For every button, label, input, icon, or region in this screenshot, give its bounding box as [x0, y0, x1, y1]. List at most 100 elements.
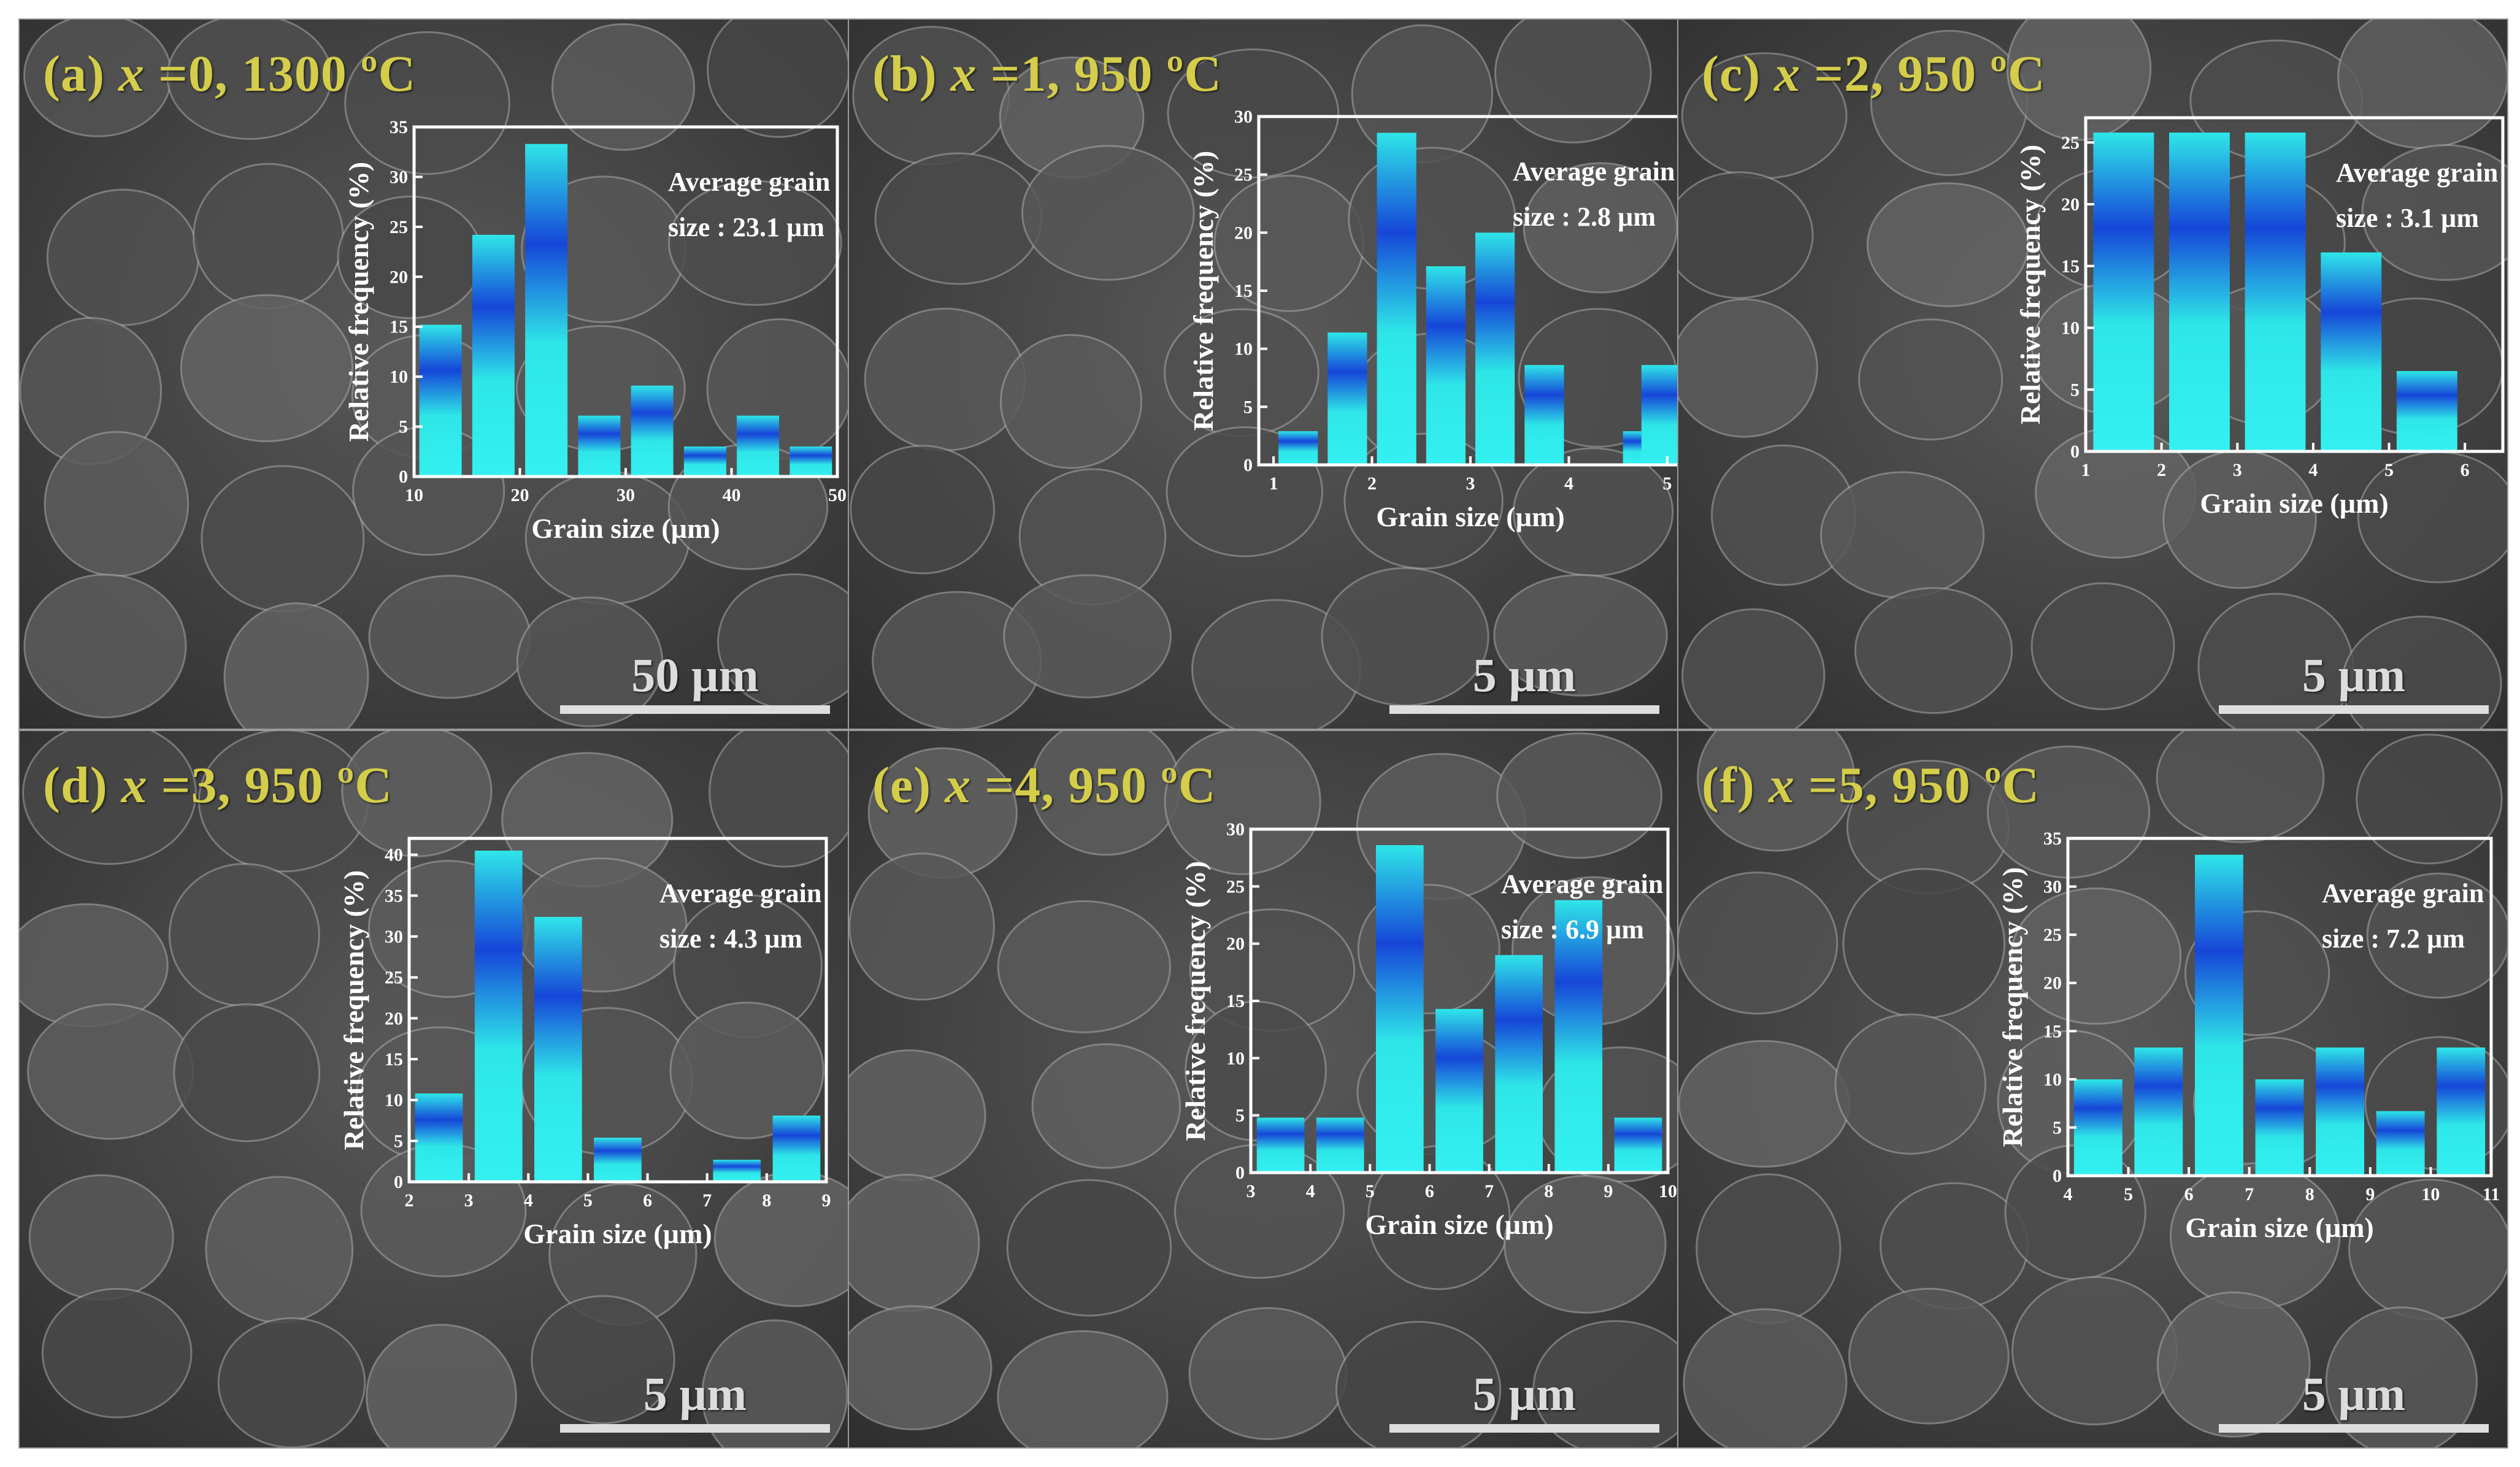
scale-bar: 5 µm [560, 1370, 830, 1433]
y-tick-label: 10 [1234, 339, 1253, 359]
bar-3 [2245, 132, 2306, 451]
x-tick-label: 50 [828, 485, 847, 505]
bar-8 [789, 446, 832, 477]
x-tick-label: 4 [2308, 460, 2318, 480]
y-tick-label: 25 [2061, 132, 2080, 153]
x-tick-label: 8 [1544, 1181, 1553, 1201]
y-tick-label: 5 [399, 417, 408, 437]
bar-1 [415, 1094, 463, 1182]
bar-6 [1524, 365, 1564, 465]
bar-5 [1475, 232, 1515, 465]
scale-bar-label: 50 µm [631, 648, 759, 702]
scale-bar: 5 µm [1389, 651, 1659, 714]
panel-label-prefix: (d) [43, 757, 121, 814]
grain-texture [850, 20, 1678, 729]
bar-7 [1614, 1117, 1662, 1173]
bar-4 [1426, 266, 1466, 465]
x-tick-label: 10 [1659, 1181, 1677, 1201]
scale-bar-label: 5 µm [1472, 1367, 1577, 1420]
y-tick-label: 25 [385, 968, 403, 988]
y-tick-label: 40 [385, 845, 403, 865]
y-tick-label: 20 [2043, 973, 2062, 994]
y-axis-label: Relative frequency (%) [338, 870, 369, 1150]
plot-frame [2066, 837, 2493, 1178]
x-tick-label: 5 [2384, 460, 2394, 480]
scale-bar-line [2219, 1424, 2489, 1433]
panel-label-condition: =3, 950 ºC [147, 757, 393, 814]
panel-label-condition: =1, 950 ºC [977, 45, 1222, 102]
average-grain-annotation: Average grain [668, 167, 830, 197]
bar-2 [1316, 1117, 1364, 1173]
bar-3 [1377, 132, 1416, 465]
average-grain-annotation: size : 7.2 µm [2322, 924, 2465, 954]
x-tick-label: 5 [1366, 1181, 1375, 1201]
scale-bar-line [2219, 705, 2489, 714]
x-tick-label: 10 [2421, 1184, 2440, 1205]
x-tick-label: 8 [762, 1190, 771, 1211]
panel-label-prefix: (c) [1702, 45, 1775, 102]
x-tick-label: 3 [1466, 473, 1475, 494]
scale-bar: 5 µm [2219, 1370, 2489, 1433]
y-tick-label: 25 [1234, 165, 1253, 185]
y-axis-label: Relative frequency (%) [2015, 145, 2046, 424]
x-axis-label: Grain size (µm) [1365, 1209, 1554, 1240]
bar-3 [525, 144, 568, 477]
bar-2 [2134, 1048, 2183, 1176]
x-tick-label: 5 [2124, 1184, 2133, 1205]
x-tick-label: 1 [1269, 473, 1278, 494]
x-tick-label: 2 [2157, 460, 2166, 480]
x-tick-label: 4 [1564, 473, 1573, 494]
y-tick-label: 30 [1226, 819, 1245, 840]
scale-bar: 5 µm [1389, 1370, 1659, 1433]
panel-label-condition: =2, 950 ºC [1800, 45, 2046, 102]
bar-6 [2376, 1111, 2425, 1176]
y-tick-label: 10 [390, 367, 408, 387]
bar-2 [2169, 132, 2230, 451]
scale-bar-line [1389, 705, 1659, 714]
y-tick-label: 0 [2070, 442, 2080, 462]
scale-bar-line [1389, 1424, 1659, 1433]
x-axis-label: Grain size (µm) [2185, 1212, 2374, 1243]
y-tick-label: 15 [2061, 256, 2080, 277]
panel-b: (b) x =1, 950 ºC 5 µm 0 5 10 15 20 25 30 1 2 3 4 5 Gra… [848, 18, 1679, 730]
x-tick-label: 6 [1425, 1181, 1434, 1201]
panel-label: (c) x =2, 950 ºC [1702, 44, 2046, 104]
y-tick-label: 0 [2053, 1166, 2062, 1186]
y-tick-label: 30 [1234, 107, 1253, 127]
y-axis-label: Relative frequency (%) [1997, 867, 2028, 1147]
sem-micrograph [20, 731, 848, 1447]
y-tick-label: 5 [1243, 397, 1253, 417]
bar-8 [1641, 365, 1678, 465]
y-tick-label: 20 [1226, 934, 1245, 954]
bar-5 [2396, 371, 2457, 451]
plot-frame [2084, 116, 2505, 453]
bar-3 [1376, 845, 1424, 1173]
panel-label-variable: x [945, 757, 972, 814]
x-axis-label: Grain size (µm) [1376, 501, 1565, 532]
x-tick-label: 4 [524, 1190, 533, 1211]
y-tick-label: 10 [385, 1090, 403, 1111]
grain-size-histogram: 0 5 10 15 20 25 30 1 2 3 4 5 Grain size (µm) Relative… [1188, 107, 1678, 532]
bar-5 [1495, 955, 1543, 1173]
sem-micrograph [849, 20, 1678, 729]
y-tick-label: 25 [1226, 876, 1245, 897]
y-axis-label: Relative frequency (%) [1180, 861, 1211, 1141]
x-tick-label: 1 [2081, 460, 2091, 480]
bar-4 [2321, 252, 2382, 451]
bar-7 [2437, 1048, 2486, 1176]
y-tick-label: 10 [2061, 318, 2080, 339]
y-tick-label: 15 [385, 1049, 403, 1070]
bar-4 [1435, 1009, 1483, 1173]
panel-label: (f) x =5, 950 ºC [1702, 756, 2040, 815]
y-tick-label: 0 [394, 1172, 403, 1192]
average-grain-annotation: size : 2.8 µm [1513, 202, 1656, 232]
panel-label-prefix: (e) [872, 757, 945, 814]
average-grain-annotation: size : 6.9 µm [1501, 914, 1644, 944]
bar-1 [2073, 1079, 2122, 1176]
bar-4 [594, 1138, 642, 1182]
y-tick-label: 5 [2070, 380, 2080, 400]
bar-6 [1554, 900, 1603, 1173]
x-tick-label: 7 [2245, 1184, 2254, 1205]
bar-1 [419, 324, 462, 477]
panel-d: (d) x =3, 950 ºC 5 µm 0 5 10 15 20 25 30 35 40 2 3 4 5… [18, 730, 850, 1449]
